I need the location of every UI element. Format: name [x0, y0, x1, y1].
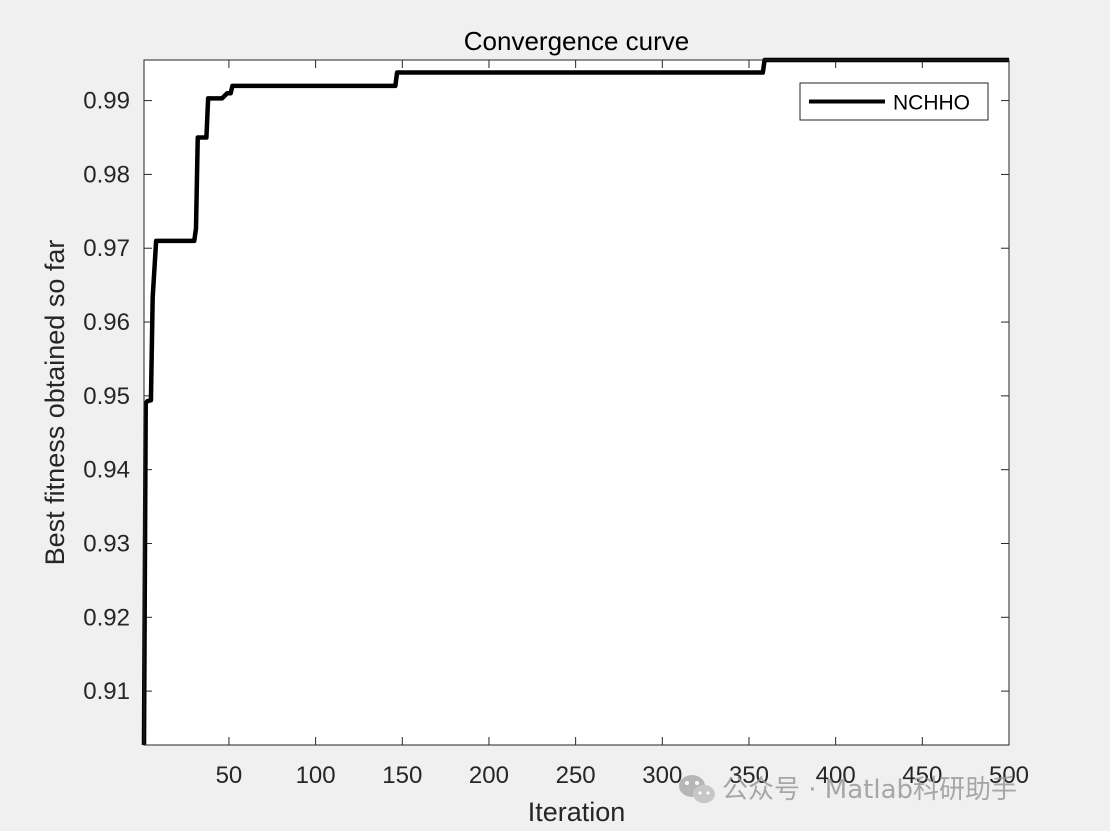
- watermark: 公众号 · Matlab科研助手: [679, 775, 1017, 805]
- y-tick-label: 0.96: [83, 309, 130, 336]
- x-tick-label: 450: [902, 762, 942, 789]
- x-tick-label: 50: [216, 762, 243, 789]
- x-tick-label: 150: [382, 762, 422, 789]
- x-tick-label: 300: [642, 762, 682, 789]
- y-axis-label: Best fitness obtained so far: [40, 240, 70, 566]
- watermark-text: 公众号 · Matlab科研助手: [722, 775, 1017, 805]
- plot-area: [144, 60, 1009, 745]
- x-tick-label: 350: [729, 762, 769, 789]
- y-tick-label: 0.92: [83, 604, 130, 631]
- x-tick-label: 400: [816, 762, 856, 789]
- legend: NCHHO: [799, 82, 989, 121]
- axes-box: [143, 59, 1010, 746]
- x-tick-label: 250: [556, 762, 596, 789]
- wechat-icon: [679, 775, 715, 803]
- y-tick-label: 0.94: [83, 457, 130, 484]
- y-tick-label: 0.91: [83, 678, 130, 705]
- x-tick-label: 500: [989, 762, 1029, 789]
- y-tick-label: 0.95: [83, 383, 130, 410]
- series-lines: [141, 57, 1009, 746]
- x-tick-label: 200: [469, 762, 509, 789]
- y-tick-label: 0.93: [83, 530, 130, 557]
- y-tick-label: 0.98: [83, 161, 130, 188]
- legend-label: NCHHO: [893, 92, 970, 115]
- chart-title: Convergence curve: [464, 26, 689, 56]
- x-tick-label: 100: [296, 762, 336, 789]
- y-tick-label: 0.99: [83, 88, 130, 115]
- series-line-nchho: [141, 57, 1009, 746]
- x-axis-label: Iteration: [528, 797, 626, 827]
- y-tick-label: 0.97: [83, 235, 130, 262]
- tick-labels: 50 100 150 200 250 300 350 400 450 500 0.91 0.92 0.9…: [83, 88, 1029, 789]
